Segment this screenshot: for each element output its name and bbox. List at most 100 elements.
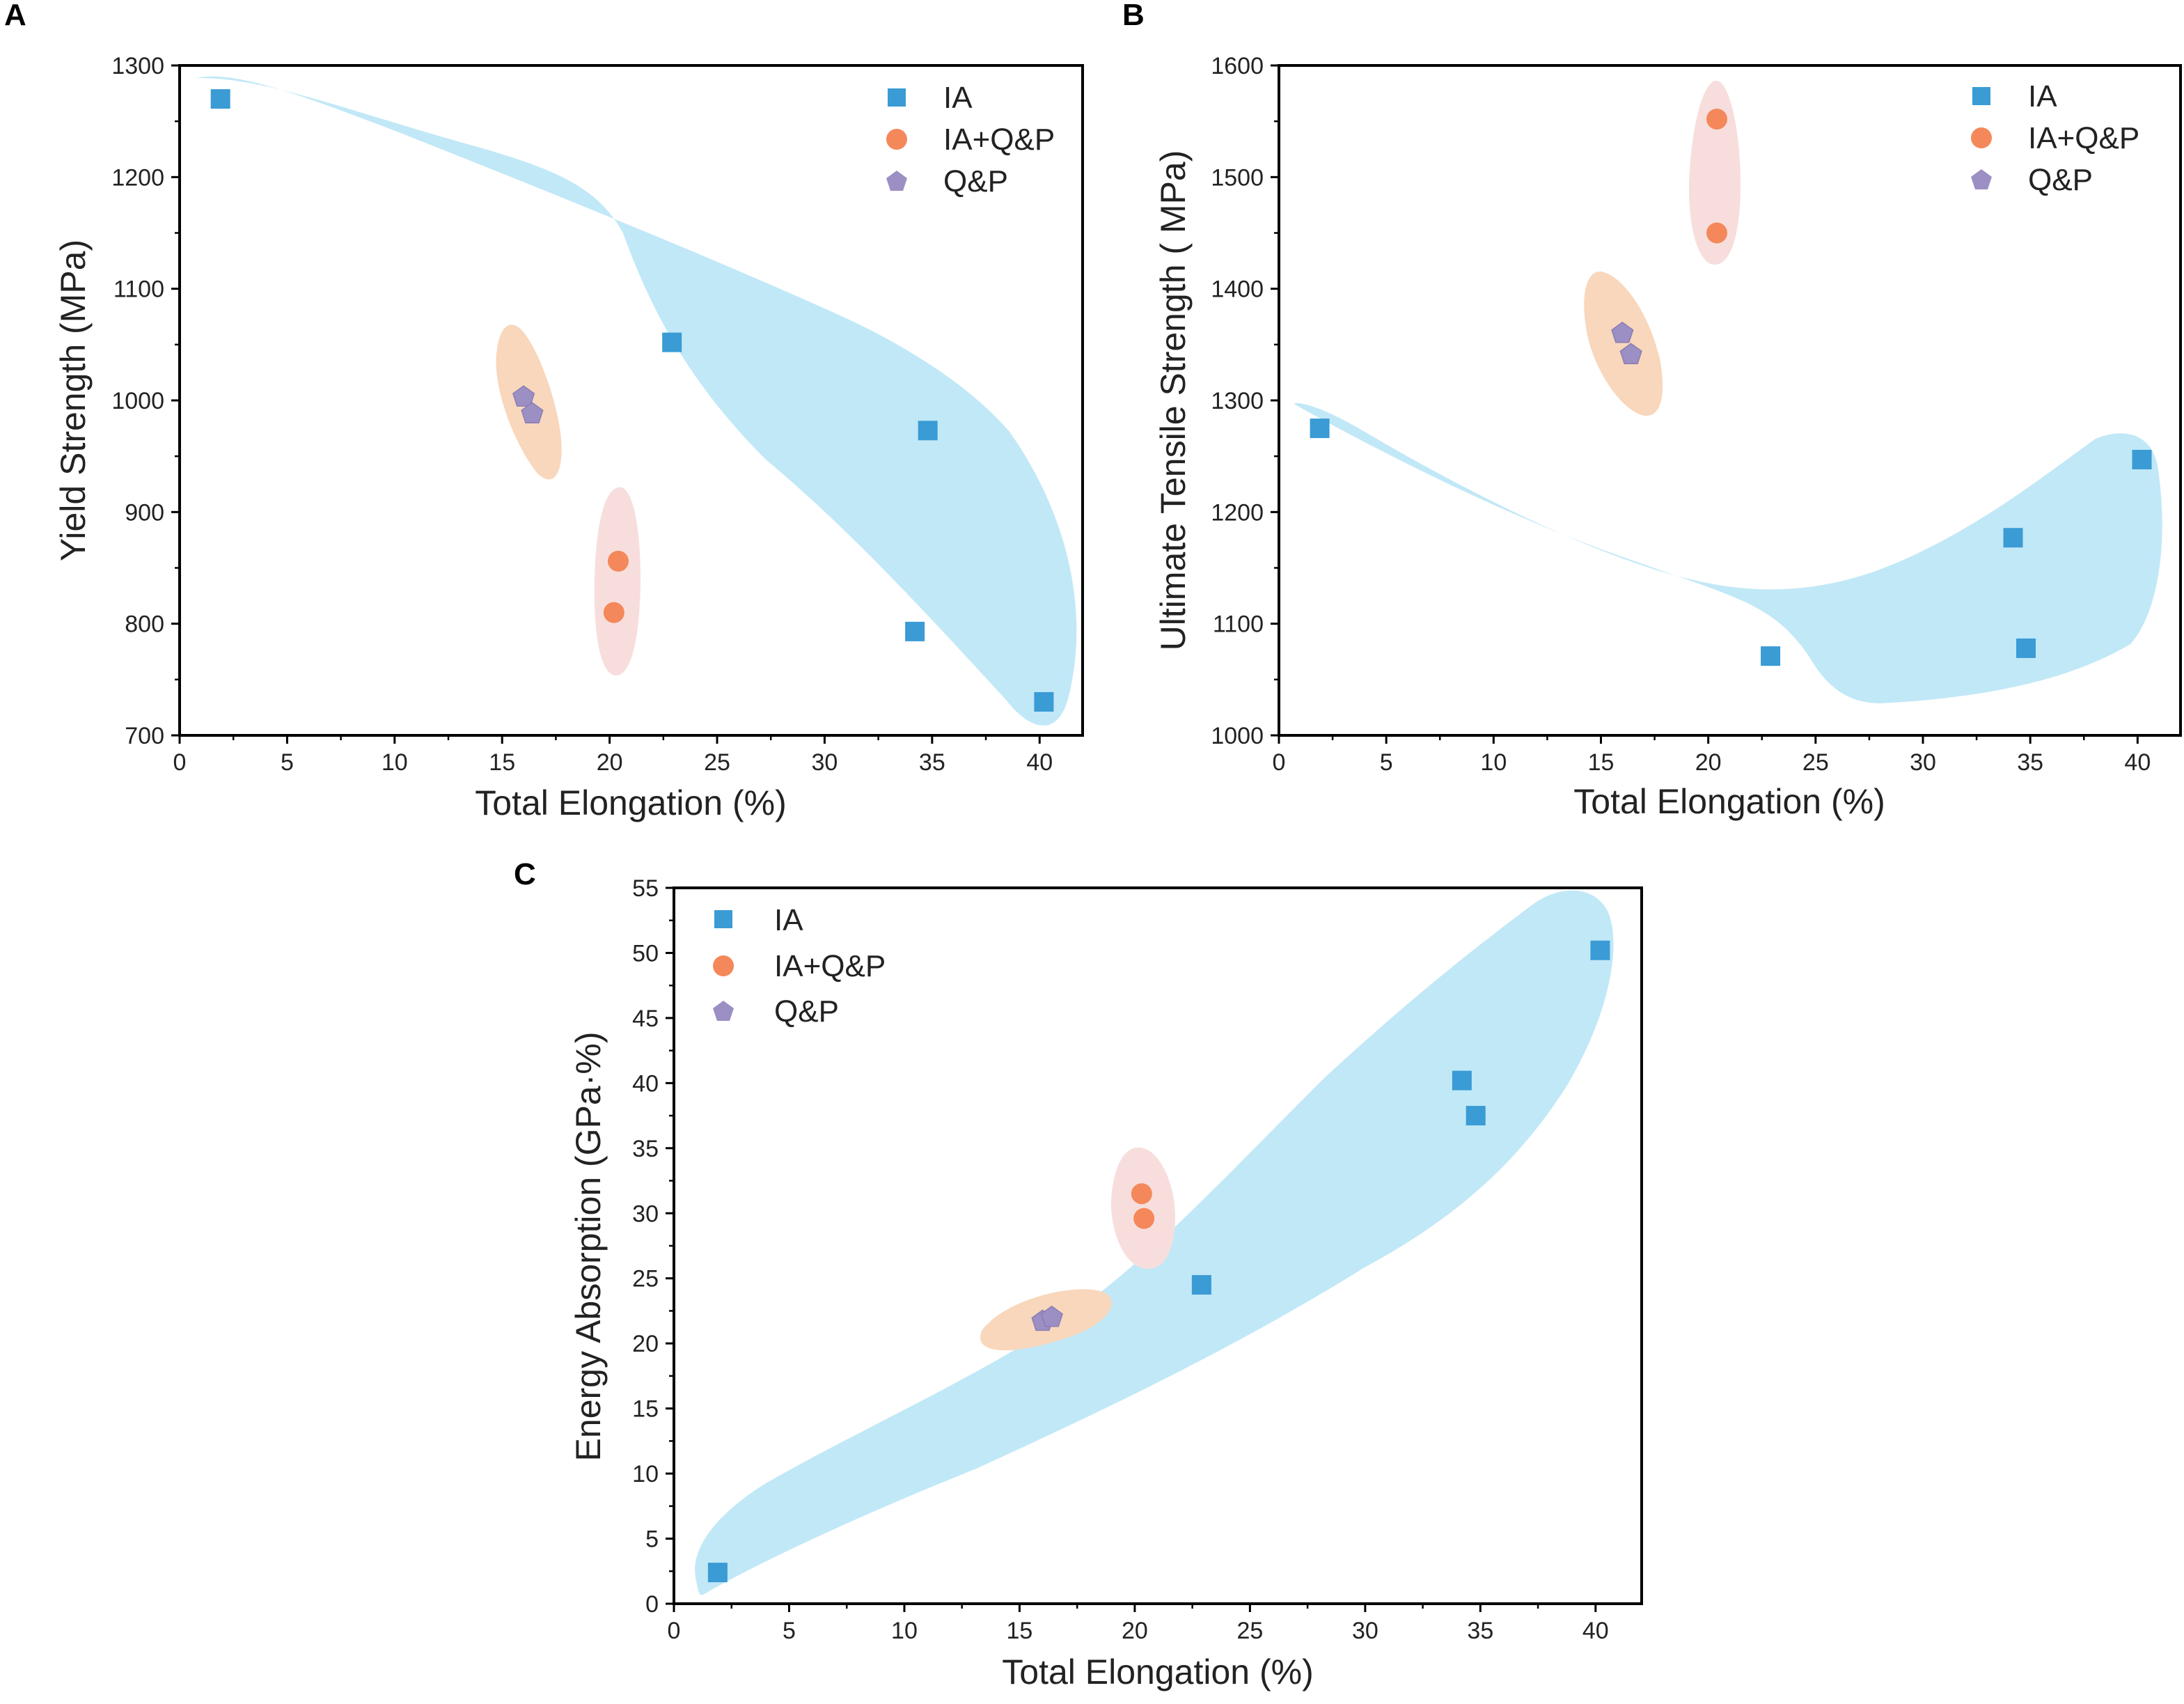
panel-c-y-axis-title: Energy Absorption (GPa·%) <box>569 1032 608 1462</box>
panel-c-legend-iaqp-marker <box>713 955 734 976</box>
x-tick-label: 20 <box>1122 1618 1148 1644</box>
x-tick-label: 5 <box>1380 749 1393 776</box>
panel-a-legend-iaqp-marker <box>886 129 907 150</box>
panel-c-legend: IA IA+Q&P Q&P <box>713 903 886 1029</box>
x-tick-label: 0 <box>668 1618 681 1644</box>
point-ia <box>662 332 682 352</box>
panel-b-letter: B <box>1122 0 1145 32</box>
panel-b-qp-region <box>1584 271 1663 416</box>
point-ia <box>905 621 925 641</box>
y-tick-label: 10 <box>632 1461 659 1487</box>
x-tick-label: 40 <box>1582 1618 1609 1644</box>
x-tick-label: 35 <box>2017 749 2043 776</box>
panel-a-data-points <box>210 89 1054 712</box>
x-tick-label: 15 <box>489 749 515 776</box>
point-ia <box>1466 1106 1486 1126</box>
point-q-p <box>1611 321 1634 343</box>
panel-c-legend-qp-marker <box>713 1001 734 1021</box>
y-tick-label: 1400 <box>1211 276 1264 303</box>
point-ia <box>1761 646 1781 666</box>
y-tick-label: 20 <box>632 1331 659 1357</box>
x-tick-label: 20 <box>597 749 623 776</box>
x-tick-label: 25 <box>704 749 730 776</box>
panel-a-y-axis: 700 800 900 1000 1100 1200 1300 <box>111 53 180 749</box>
y-tick-label: 1000 <box>1211 723 1264 749</box>
point-ia <box>2016 638 2036 658</box>
panel-c-data-points <box>707 940 1610 1583</box>
point-q-p <box>512 385 535 407</box>
panel-c-x-axis: 0 5 10 15 20 25 30 35 40 <box>668 1604 1609 1644</box>
x-tick-label: 25 <box>1236 1618 1263 1644</box>
panel-c-legend-ia-label: IA <box>774 903 803 937</box>
panel-a-legend-iaqp-label: IA+Q&P <box>943 123 1055 157</box>
x-tick-label: 10 <box>891 1618 918 1644</box>
y-tick-label: 5 <box>645 1526 659 1553</box>
panel-b-legend-ia-marker <box>1972 87 1990 105</box>
panel-b-legend-qp-label: Q&P <box>2028 163 2093 197</box>
point-ia <box>707 1563 728 1583</box>
point-ia <box>1034 691 1054 712</box>
x-tick-label: 15 <box>1007 1618 1033 1644</box>
panel-a: A 0 5 10 15 20 25 30 35 40 700 800 900 1000 1100 1200… <box>4 0 1084 822</box>
panel-c-ia-region <box>695 890 1614 1595</box>
panel-b-legend-ia-label: IA <box>2028 79 2057 114</box>
panel-c-legend-ia-marker <box>714 910 732 928</box>
y-tick-label: 1100 <box>1213 611 1264 638</box>
y-tick-label: 1500 <box>1211 164 1264 191</box>
y-tick-label: 35 <box>632 1136 659 1162</box>
y-tick-label: 900 <box>125 499 164 526</box>
point-ia <box>1191 1275 1211 1295</box>
y-tick-label: 30 <box>632 1201 659 1227</box>
x-tick-label: 10 <box>1480 749 1507 776</box>
y-tick-label: 1200 <box>1211 499 1264 526</box>
panel-a-ia-region <box>196 76 1077 726</box>
point-ia-q-p <box>1133 1207 1155 1229</box>
x-tick-label: 5 <box>783 1618 796 1644</box>
panel-b-legend-qp-marker <box>1971 169 1992 189</box>
x-tick-label: 0 <box>173 749 187 776</box>
panel-a-y-axis-title: Yield Strength (MPa) <box>54 240 93 561</box>
y-tick-label: 1200 <box>111 164 164 191</box>
point-ia-q-p <box>603 602 624 623</box>
point-ia-q-p <box>1706 108 1727 130</box>
x-tick-label: 15 <box>1588 749 1615 776</box>
panel-b-x-axis-title: Total Elongation (%) <box>1573 782 1885 821</box>
panel-c-legend-qp-label: Q&P <box>774 994 839 1029</box>
y-tick-label: 15 <box>632 1396 659 1423</box>
y-tick-label: 1300 <box>111 53 164 79</box>
panel-c-y-axis: 0 5 10 15 20 25 30 35 40 45 50 55 <box>632 875 674 1618</box>
point-ia <box>1590 940 1610 960</box>
panel-b-iaqp-region <box>1688 80 1741 265</box>
panel-a-legend: IA IA+Q&P Q&P <box>886 81 1055 198</box>
y-tick-label: 40 <box>632 1070 659 1097</box>
panel-a-legend-ia-marker <box>888 88 906 107</box>
x-tick-label: 30 <box>1352 1618 1378 1644</box>
y-tick-label: 1300 <box>1211 388 1264 414</box>
panel-b-x-axis: 0 5 10 15 20 25 30 35 40 <box>1273 735 2151 776</box>
point-ia <box>210 89 230 109</box>
point-ia-q-p <box>1131 1183 1152 1205</box>
panel-c-x-axis-title: Total Elongation (%) <box>1002 1652 1313 1691</box>
x-tick-label: 30 <box>1910 749 1936 776</box>
panel-a-letter: A <box>4 0 26 32</box>
panel-b-data-points <box>1310 108 2152 666</box>
panel-b-legend-iaqp-marker <box>1971 127 1992 148</box>
x-tick-label: 40 <box>1026 749 1053 776</box>
y-tick-label: 1100 <box>113 276 164 303</box>
panel-a-legend-ia-label: IA <box>943 81 973 115</box>
panel-b-y-axis: 1000 1100 1200 1300 1400 1500 1600 <box>1211 53 1279 749</box>
y-tick-label: 45 <box>632 1006 659 1032</box>
panel-b-y-axis-title: Ultimate Tensile Strength ( MPa) <box>1154 150 1193 651</box>
panel-b-ia-region <box>1294 402 2162 703</box>
point-q-p <box>1040 1305 1063 1327</box>
panel-b: B 0 5 10 15 20 25 30 35 40 100011001200130014001… <box>1122 0 2182 821</box>
point-ia <box>2003 528 2023 548</box>
point-ia <box>2132 449 2152 469</box>
x-tick-label: 25 <box>1802 749 1829 776</box>
panel-b-legend-iaqp-label: IA+Q&P <box>2028 121 2139 155</box>
x-tick-label: 30 <box>812 749 838 776</box>
panel-a-x-axis: 0 5 10 15 20 25 30 35 40 <box>173 735 1053 776</box>
panel-c: C 0 5 10 15 20 25 30 35 40 0 5 10 15 20 25 30 35 40 45 50 5… <box>514 857 1643 1691</box>
point-ia <box>1310 419 1330 439</box>
